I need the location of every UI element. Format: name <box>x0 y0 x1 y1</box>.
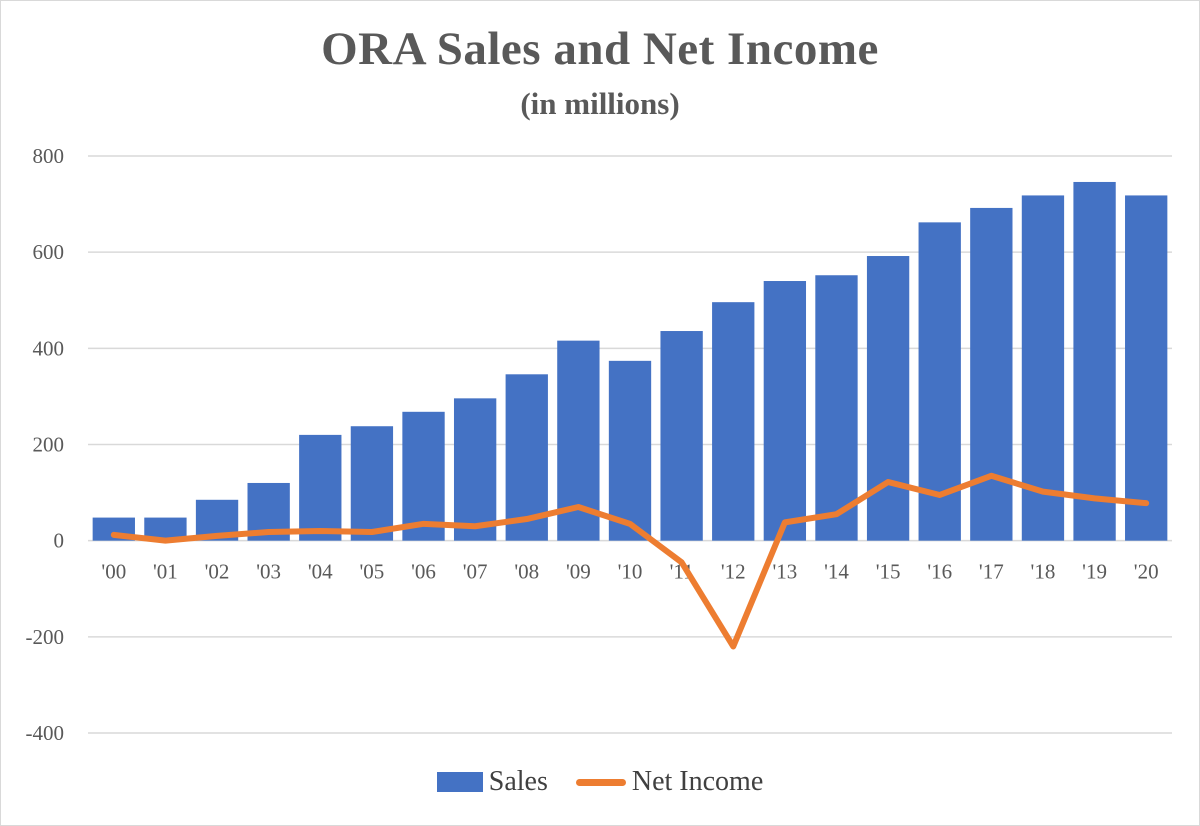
x-tick-label: '05 <box>360 560 385 584</box>
net-income-swatch <box>575 778 626 786</box>
x-tick-label: '01 <box>153 560 178 584</box>
x-tick-label: '08 <box>514 560 539 584</box>
x-tick-label: '17 <box>979 560 1004 584</box>
sales-bar <box>1125 195 1168 541</box>
chart-subtitle: (in millions) <box>520 86 680 121</box>
sales-swatch <box>436 772 483 792</box>
sales-bar <box>608 360 652 541</box>
sales-bar <box>1073 181 1116 541</box>
x-tick-label: '10 <box>618 560 643 584</box>
y-tick-label: 600 <box>33 240 65 264</box>
sales-bar <box>815 275 858 541</box>
x-tick-label: '00 <box>101 560 126 584</box>
sales-bar <box>402 411 445 541</box>
x-tick-label: '03 <box>256 560 281 584</box>
sales-bar <box>1021 195 1065 541</box>
x-tick-label: '20 <box>1134 560 1159 584</box>
y-tick-label: 0 <box>54 529 65 553</box>
sales-bar <box>144 517 187 541</box>
legend-label-sales: Sales <box>488 766 548 797</box>
legend-item-sales: Sales <box>436 766 548 798</box>
chart-legend: Sales Net Income <box>0 766 1200 798</box>
sales-bar <box>453 398 497 541</box>
x-tick-label: '14 <box>824 560 849 584</box>
sales-bar <box>866 256 910 541</box>
sales-bar <box>763 281 807 541</box>
legend-label-net-income: Net Income <box>631 766 764 797</box>
x-tick-label: '16 <box>927 560 952 584</box>
y-tick-label: 800 <box>33 144 65 168</box>
x-tick-label: '18 <box>1031 560 1056 584</box>
x-tick-label: '15 <box>876 560 901 584</box>
x-tick-label: '04 <box>308 560 333 584</box>
y-tick-label: -200 <box>26 625 65 649</box>
y-tick-label: -400 <box>26 721 65 745</box>
sales-bar <box>970 207 1013 541</box>
sales-bar <box>299 434 342 541</box>
x-tick-label: '07 <box>463 560 488 584</box>
sales-bar <box>660 331 703 541</box>
x-tick-label: '09 <box>566 560 591 584</box>
sales-bar <box>350 426 394 541</box>
y-tick-label: 400 <box>33 336 65 360</box>
x-tick-label: '12 <box>721 560 746 584</box>
legend-item-net-income: Net Income <box>575 766 764 798</box>
chart-title: ORA Sales and Net Income <box>321 23 879 75</box>
x-tick-label: '13 <box>772 560 797 584</box>
sales-bar <box>712 302 755 541</box>
y-tick-label: 200 <box>33 433 65 457</box>
x-tick-label: '19 <box>1082 560 1107 584</box>
x-tick-label: '06 <box>411 560 436 584</box>
x-tick-label: '02 <box>205 560 230 584</box>
